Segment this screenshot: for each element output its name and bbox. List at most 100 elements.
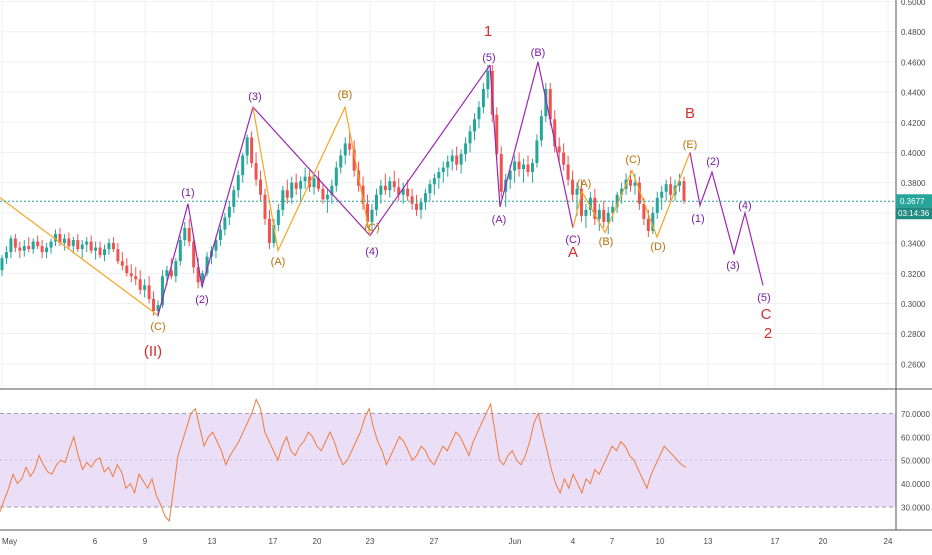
candle-down xyxy=(259,179,263,195)
candle-down xyxy=(566,164,570,180)
rsi-tick-label: 60.0000 xyxy=(901,433,930,442)
wave-label: A xyxy=(568,244,578,261)
wave-line xyxy=(572,152,691,239)
candle-up xyxy=(45,247,49,253)
wave-label: (2) xyxy=(195,294,208,306)
price-tick-label: 0.3800 xyxy=(901,179,926,188)
candle-down xyxy=(629,179,633,186)
candle-down xyxy=(352,149,356,171)
last-price-tag xyxy=(896,194,932,208)
candle-down xyxy=(602,209,606,222)
candle-up xyxy=(174,261,178,277)
candle-up xyxy=(107,243,111,250)
candle-up xyxy=(94,247,98,251)
candle-down xyxy=(669,184,673,195)
candle-up xyxy=(178,240,182,262)
candle-up xyxy=(481,89,485,108)
candle-up xyxy=(160,276,164,305)
wave-label: (C) xyxy=(364,222,379,234)
price-tick-label: 0.4800 xyxy=(901,28,926,37)
candle-up xyxy=(513,161,517,171)
candle-up xyxy=(201,273,205,283)
candle-down xyxy=(285,190,289,198)
countdown-value: 03:14:36 xyxy=(898,209,930,218)
wave-label: (5) xyxy=(757,292,770,304)
candle-up xyxy=(303,176,307,182)
candle-up xyxy=(62,238,66,244)
candle-up xyxy=(522,164,526,170)
wave-label: B xyxy=(685,105,695,122)
candle-up xyxy=(588,197,592,210)
candle-down xyxy=(499,153,503,192)
candle-down xyxy=(526,164,530,173)
candle-up xyxy=(508,170,512,180)
candle-down xyxy=(147,285,151,299)
candle-up xyxy=(611,206,615,213)
candle-up xyxy=(236,175,240,191)
date-tick-label: 10 xyxy=(656,537,665,546)
candle-up xyxy=(103,249,107,256)
candle-up xyxy=(535,140,539,164)
candle-up xyxy=(31,241,35,250)
candle-up xyxy=(85,241,89,245)
candle-down xyxy=(18,247,22,251)
candle-up xyxy=(472,119,476,132)
candle-up xyxy=(4,252,8,259)
candle-down xyxy=(134,276,138,280)
rsi-tick-label: 40.0000 xyxy=(901,480,930,489)
candle-up xyxy=(464,143,468,154)
wave-label: 1 xyxy=(484,23,492,40)
candle-down xyxy=(579,188,583,216)
candle-up xyxy=(290,182,294,198)
wave-label: (3) xyxy=(248,91,261,103)
candle-up xyxy=(370,209,374,222)
wave-line xyxy=(0,197,159,317)
wave-label: (3) xyxy=(726,260,739,272)
wave-label: (B) xyxy=(599,236,614,248)
price-tick-label: 0.4200 xyxy=(901,119,926,128)
grid-lines xyxy=(0,0,896,388)
wave-label: (D) xyxy=(650,241,665,253)
candle-down xyxy=(254,163,258,180)
candle-down xyxy=(111,243,115,250)
candle-down xyxy=(517,161,521,170)
last-price-value: 0.3677 xyxy=(900,197,925,206)
wave-label: (5) xyxy=(482,52,495,64)
candle-up xyxy=(432,178,436,185)
candle-up xyxy=(597,209,601,219)
candle-up xyxy=(325,194,329,200)
wave-label: (A) xyxy=(271,256,286,268)
candle-down xyxy=(637,182,641,204)
date-tick-label: 20 xyxy=(313,537,322,546)
candle-down xyxy=(116,249,120,262)
wave-label: (A) xyxy=(492,214,507,226)
candle-down xyxy=(89,241,93,251)
candle-up xyxy=(80,244,84,250)
candle-down xyxy=(120,261,124,266)
candle-down xyxy=(593,197,597,219)
candle-up xyxy=(441,167,445,173)
candle-up xyxy=(575,188,579,195)
candle-up xyxy=(227,206,231,218)
candle-up xyxy=(205,256,209,274)
candle-down xyxy=(129,273,133,277)
candle-up xyxy=(530,163,534,173)
candle-down xyxy=(40,246,44,253)
candle-up xyxy=(606,212,610,222)
candle-up xyxy=(53,234,57,242)
candle-down xyxy=(557,146,561,153)
candle-up xyxy=(379,185,383,195)
price-tick-label: 0.2600 xyxy=(901,360,926,369)
candle-up xyxy=(245,137,249,156)
wave-label: (B) xyxy=(338,89,353,101)
candle-down xyxy=(397,187,401,195)
candle-up xyxy=(446,161,450,168)
candle-down xyxy=(67,238,71,247)
price-tick-label: 0.5000 xyxy=(901,0,926,7)
candle-down xyxy=(682,181,686,201)
candle-up xyxy=(143,285,147,290)
candle-up xyxy=(450,155,454,162)
candle-up xyxy=(241,155,245,176)
